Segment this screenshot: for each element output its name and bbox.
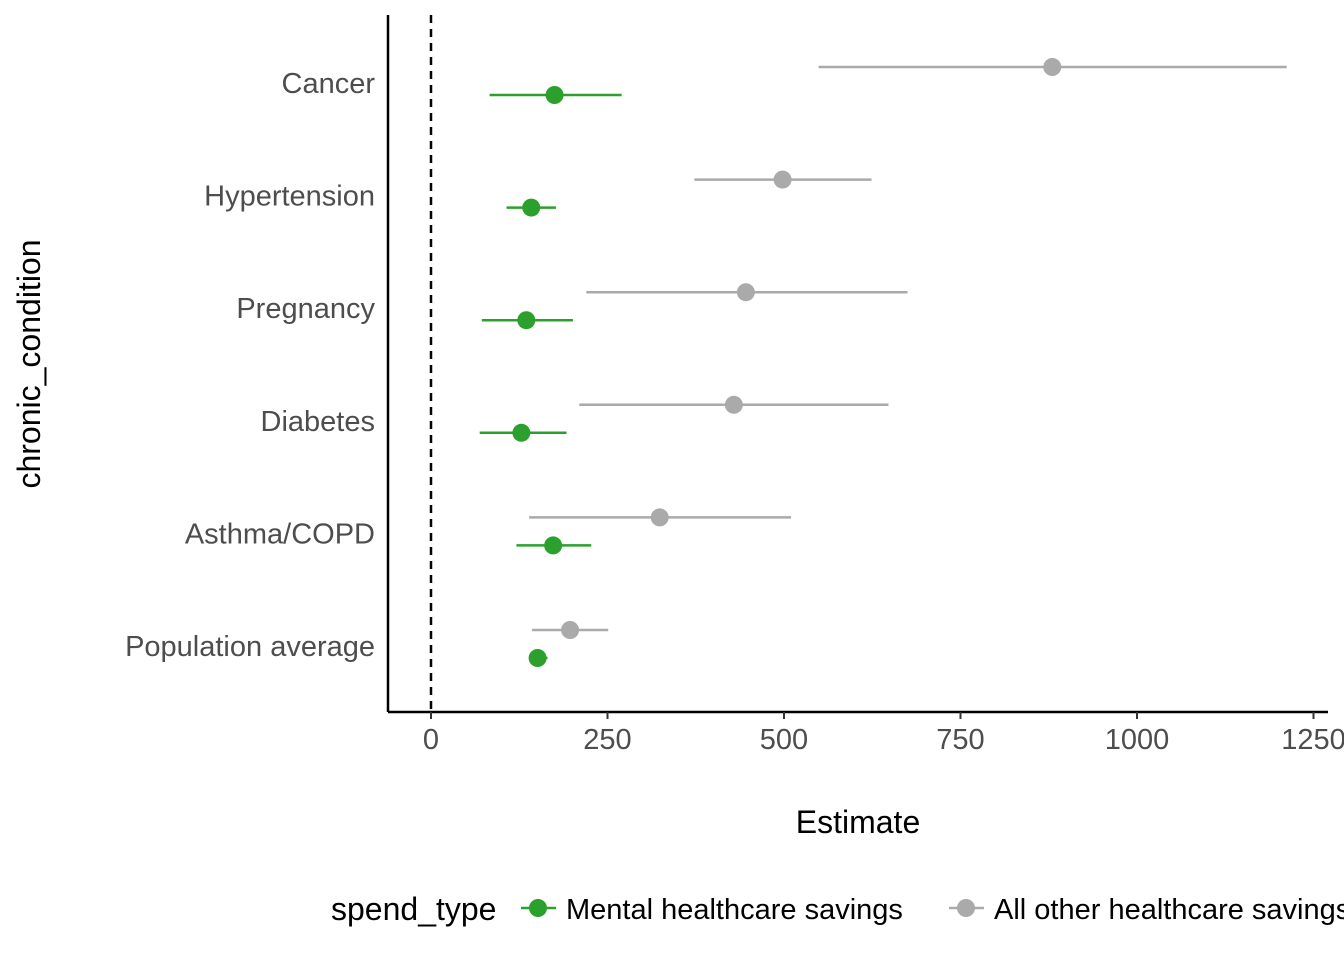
point-mental-hypertension	[522, 198, 541, 217]
x-tick-label: 1000	[1105, 724, 1170, 756]
y-axis-title: chronic_condition	[11, 239, 47, 488]
y-tick-label: Asthma/COPD	[185, 518, 375, 550]
point-mental-pregnancy	[517, 311, 536, 330]
x-tick-label: 750	[936, 724, 984, 756]
plot-area	[429, 15, 1287, 712]
point-other-population-average	[561, 621, 580, 639]
legend-key-dot	[529, 899, 547, 917]
point-mental-asthma-copd	[544, 536, 563, 555]
y-tick-label: Cancer	[282, 68, 376, 100]
y-tick-label: Pregnancy	[236, 293, 375, 325]
y-tick-label: Diabetes	[261, 406, 375, 438]
legend-key-other	[949, 899, 984, 917]
y-tick-label: Population average	[125, 631, 375, 663]
legend-label-mental: Mental healthcare savings	[566, 894, 903, 926]
point-other-pregnancy	[736, 283, 755, 302]
legend-title: spend_type	[331, 891, 496, 927]
x-axis-title: Estimate	[796, 804, 920, 840]
y-tick-label: Hypertension	[204, 181, 375, 213]
point-other-asthma-copd	[650, 508, 669, 527]
x-tick-label: 0	[423, 724, 439, 756]
x-tick-label: 1250	[1281, 724, 1344, 756]
point-other-diabetes	[724, 395, 743, 414]
legend: spend_type Mental healthcare savings All…	[331, 891, 1344, 927]
legend-label-other: All other healthcare savings	[994, 894, 1344, 926]
point-other-cancer	[1043, 58, 1062, 76]
x-tick-label: 500	[760, 724, 808, 756]
point-other-hypertension	[773, 170, 792, 189]
point-mental-cancer	[545, 86, 564, 104]
y-tick-labels: Cancer Hypertension Pregnancy Diabetes Asthm…	[125, 68, 375, 663]
legend-key-mental	[521, 899, 556, 917]
legend-key-dot	[957, 899, 975, 917]
x-tick-label: 250	[583, 724, 631, 756]
point-mental-population-average	[528, 649, 547, 667]
point-mental-diabetes	[512, 423, 531, 442]
x-tick-labels: 0 250 500 750 1000 1250	[423, 712, 1344, 756]
